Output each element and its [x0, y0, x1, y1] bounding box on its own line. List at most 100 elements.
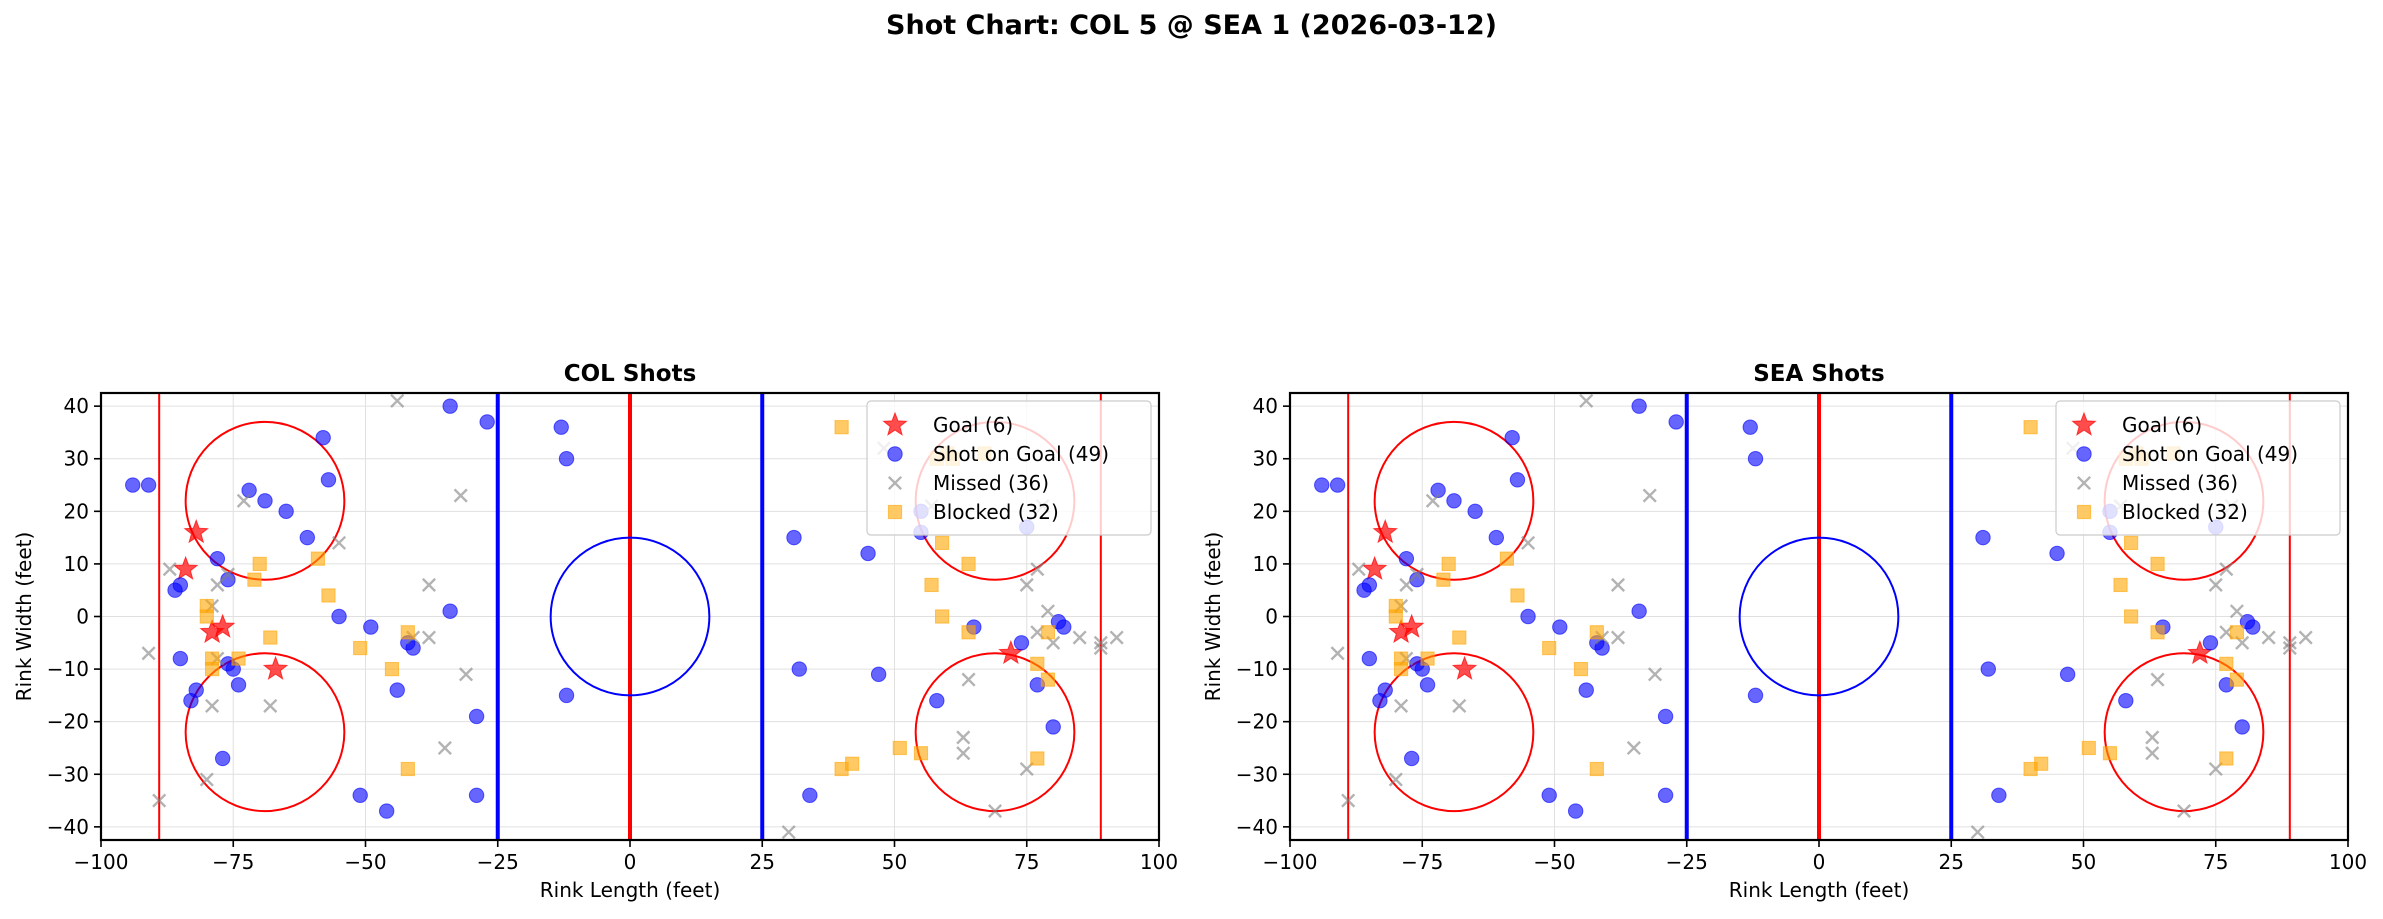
blocked-shot-point	[384, 661, 400, 677]
blocked-shot-point	[2229, 625, 2245, 640]
blocked-shot-point	[231, 651, 246, 666]
shot-on-goal-point	[1631, 603, 1647, 619]
center-ice-circle	[549, 536, 711, 697]
missed-shot-point	[2282, 641, 2297, 656]
blocked-shot-point	[1542, 640, 1557, 656]
x-tick-label: 100	[1140, 850, 1178, 874]
y-tick-label: 10	[1253, 552, 1278, 576]
shot-on-goal-point	[1747, 451, 1764, 467]
x-tick-label: 25	[1939, 850, 1964, 874]
y-tick-label: 20	[1253, 499, 1278, 523]
shot-on-goal-point	[1329, 477, 1346, 493]
missed-shot-point	[263, 698, 278, 713]
y-tick-label: −10	[47, 657, 89, 681]
blocked-shot-point	[1030, 751, 1045, 766]
blocked-shot-point	[1436, 572, 1451, 587]
shot-on-goal-point	[320, 472, 337, 488]
legend-shot-on-goal-marker	[887, 446, 903, 462]
missed-shot-point	[1030, 562, 1045, 577]
missed-shot-point	[2176, 804, 2192, 819]
x-tick-label: −50	[344, 850, 386, 874]
shot-on-goal-point	[1409, 571, 1425, 588]
missed-shot-point	[1579, 393, 1594, 408]
legend-label: Shot on Goal (49)	[933, 442, 1109, 466]
missed-shot-point	[1072, 630, 1087, 645]
blocked-shot-point	[252, 556, 267, 572]
missed-shot-point	[1093, 641, 1108, 656]
missed-shot-point	[1388, 772, 1403, 787]
missed-shot-point	[152, 793, 167, 808]
missed-shot-point	[332, 535, 347, 550]
shot-on-goal-point	[2049, 545, 2065, 562]
shot-on-goal-point	[1488, 529, 1505, 546]
blocked-shot-point	[2023, 420, 2038, 435]
legend-box	[866, 400, 1152, 536]
blocked-shot-point	[2124, 535, 2139, 550]
missed-shot-point	[2219, 562, 2234, 577]
legend: Goal (6) Shot on Goal (49) Missed (36) Bloc…	[866, 400, 1152, 536]
shot-on-goal-point	[1578, 682, 1594, 698]
shot-on-goal-point	[1361, 650, 1378, 667]
missed-shot-point	[1642, 488, 1657, 503]
shot-on-goal-point	[241, 482, 257, 498]
blocked-shot-point	[1589, 761, 1604, 777]
legend-label: Missed (36)	[2122, 471, 2238, 495]
shot-on-goal-point	[278, 503, 294, 520]
missed-shot-point	[220, 567, 236, 582]
y-tick-label: −30	[1236, 762, 1278, 786]
blocked-shot-point	[1040, 625, 1056, 640]
y-tick-label: 40	[1253, 394, 1278, 418]
y-axis-label: Rink Width (feet)	[1201, 532, 1225, 702]
data-points	[1314, 393, 2313, 840]
blocked-shot-point	[204, 661, 220, 677]
shot-on-goal-point	[1504, 430, 1520, 446]
legend-goal-marker	[882, 411, 908, 436]
y-axis-label: Rink Width (feet)	[12, 532, 36, 702]
x-axis-label: Rink Length (feet)	[1729, 878, 1910, 902]
chart-title: SEA Shots	[1753, 361, 1885, 387]
blocked-shot-point	[2113, 577, 2128, 593]
chart-title: COL Shots	[564, 361, 697, 387]
y-tick-label: 0	[76, 605, 89, 629]
shot-on-goal-point	[1013, 635, 1030, 651]
blocked-shot-point	[1040, 672, 1056, 687]
missed-shot-point	[210, 577, 225, 592]
x-tick-label: 50	[882, 850, 907, 874]
col-shots-panel: −100 −75 −50 −25 0 25 50 75 100−40−30−20−1001020…	[12, 361, 1178, 902]
x-tick-label: −75	[1401, 850, 1443, 874]
faceoff-circle	[1373, 652, 1535, 813]
missed-shot-point	[2298, 630, 2313, 645]
legend-label: Missed (36)	[933, 471, 1049, 495]
missed-shot-point	[1109, 630, 1124, 645]
missed-shot-point	[1452, 698, 1467, 713]
shot-on-goal-point	[2059, 666, 2076, 683]
shot-on-goal-point	[1975, 529, 1991, 546]
shot-on-goal-point	[860, 545, 876, 562]
shot-on-goal-point	[1398, 550, 1415, 567]
shot-on-goal-point	[442, 398, 458, 414]
missed-shot-point	[205, 698, 220, 713]
blocked-shot-point	[2229, 672, 2245, 687]
missed-shot-point	[1610, 577, 1626, 592]
shot-on-goal-point	[870, 666, 887, 683]
shot-on-goal-point	[558, 451, 575, 467]
shot-on-goal-point	[1541, 787, 1557, 803]
missed-shot-point	[1409, 567, 1425, 582]
x-tick-label: −100	[1263, 850, 1318, 874]
shot-on-goal-point	[442, 603, 458, 619]
missed-shot-point	[1610, 630, 1626, 645]
blocked-shot-point	[1388, 609, 1403, 624]
blocked-shot-point	[935, 535, 950, 550]
shot-on-goal-point	[2202, 635, 2219, 651]
shot-on-goal-point	[1314, 477, 1330, 493]
shot-on-goal-point	[1631, 398, 1647, 414]
shot-on-goal-point	[214, 750, 231, 767]
shot-on-goal-point	[1377, 682, 1393, 698]
blocked-shot-point	[834, 420, 849, 435]
legend-label: Goal (6)	[933, 413, 1013, 437]
goal-point	[183, 518, 209, 544]
x-axis-label: Rink Length (feet)	[540, 878, 721, 902]
shot-on-goal-point	[1403, 750, 1420, 767]
shot-on-goal-point	[1742, 419, 1758, 435]
shot-on-goal-point	[2118, 692, 2134, 709]
